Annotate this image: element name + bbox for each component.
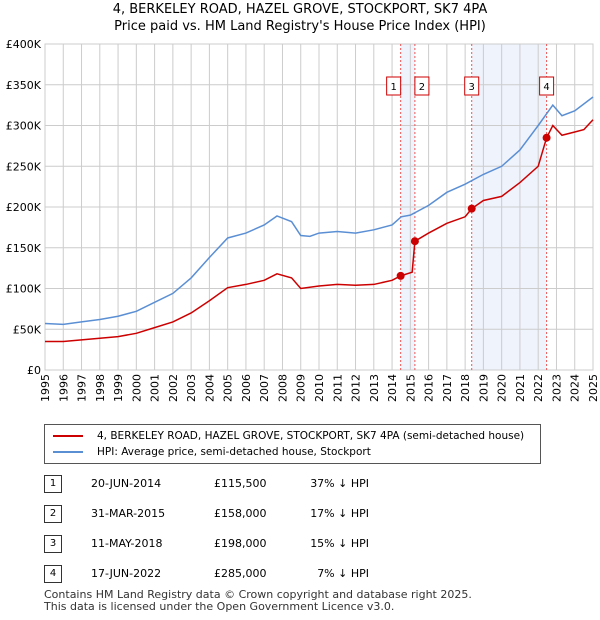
footer-line: Contains HM Land Registry data © Crown c… [44,588,472,601]
x-tick-label: 2008 [276,374,289,402]
x-tick-label: 2015 [404,374,417,402]
sale-price: £198,000 [214,537,267,550]
sale-label-box [539,76,555,96]
sale-label-box [464,76,480,96]
sale-point [467,204,476,213]
sale-price: £158,000 [214,507,267,520]
sale-hpi-diff: 7% ↓ HPI [317,567,369,580]
y-tick-label: £150K [6,242,42,255]
x-tick-label: 1995 [39,374,52,402]
y-tick-label: £50K [13,323,42,336]
x-tick-label: 2023 [550,374,563,402]
x-tick-label: 1997 [76,374,89,402]
sale-price: £285,000 [214,567,267,580]
sale-row: 2 31-MAR-2015 £158,000 17% ↓ HPI [44,505,584,523]
sale-hpi-diff: 37% ↓ HPI [310,477,369,490]
y-tick-label: £0 [27,364,41,377]
x-tick-label: 2024 [569,374,582,402]
chart-title: 4, BERKELEY ROAD, HAZEL GROVE, STOCKPORT… [112,2,488,17]
sale-label: 3 [469,82,475,93]
y-tick-label: £100K [6,283,42,296]
sale-label: 4 [543,82,549,93]
legend-item-property: 4, BERKELEY ROAD, HAZEL GROVE, STOCKPORT… [53,430,524,442]
sale-row: 4 17-JUN-2022 £285,000 7% ↓ HPI [44,565,584,583]
x-tick-label: 2002 [167,374,180,402]
sale-point [396,271,405,280]
plot-border [44,43,594,371]
x-tick-label: 2000 [130,374,143,402]
sale-label: 2 [419,82,425,93]
x-tick-label: 2005 [222,374,235,402]
x-tick-label: 2013 [368,374,381,402]
x-tick-label: 2010 [313,374,326,402]
y-tick-label: £350K [6,79,42,92]
sale-label: 1 [390,82,396,93]
chart-svg: £0 £50K £100K £150K £200K £250K £300K £350K £400… [6,38,600,402]
x-tick-label: 1999 [112,374,125,402]
x-tick-label: 2004 [203,374,216,402]
x-tick-label: 2009 [295,374,308,402]
y-tick-label: £300K [6,120,42,133]
x-tick-label: 2020 [496,374,509,402]
footer-line: This data is licensed under the Open Gov… [44,600,395,613]
x-tick-label: 2025 [587,374,600,402]
x-tick-label: 2017 [441,374,454,402]
x-tick-label: 2018 [459,374,472,402]
x-tick-label: 1998 [94,374,107,402]
legend: 4, BERKELEY ROAD, HAZEL GROVE, STOCKPORT… [44,424,541,464]
x-tick-label: 2006 [240,374,253,402]
x-tick-label: 2016 [423,374,436,402]
sale-hpi-diff: 17% ↓ HPI [310,507,369,520]
legend-item-hpi: HPI: Average price, semi-detached house,… [53,446,371,458]
legend-label: HPI: Average price, semi-detached house,… [97,446,371,458]
sale-label-box [386,76,402,96]
y-tick-label: £200K [6,201,42,214]
sale-date: 31-MAR-2015 [91,507,166,520]
series-line-property [45,119,594,343]
legend-label: 4, BERKELEY ROAD, HAZEL GROVE, STOCKPORT… [97,430,525,442]
sale-number: 4 [44,565,62,583]
sale-number: 1 [44,475,62,493]
sale-hpi-diff: 15% ↓ HPI [310,537,369,550]
x-tick-label: 2011 [331,374,344,402]
x-tick-label: 2003 [185,374,198,402]
series-line-hpi [44,96,594,326]
chart-subtitle: Price paid vs. HM Land Registry's House … [114,19,486,34]
x-tick-label: 2022 [532,374,545,402]
x-tick-label: 2012 [350,374,363,402]
sale-label-box [414,76,430,96]
x-tick-label: 2007 [258,374,271,402]
footer: Contains HM Land Registry data © Crown c… [44,589,472,613]
sale-date: 11-MAY-2018 [91,537,163,550]
y-tick-label: £250K [6,160,42,173]
sale-point [410,237,419,246]
sale-row: 1 20-JUN-2014 £115,500 37% ↓ HPI [44,475,584,493]
sale-price: £115,500 [214,477,267,490]
sale-date: 17-JUN-2022 [91,567,162,580]
sale-number: 3 [44,535,62,553]
sale-row: 3 11-MAY-2018 £198,000 15% ↓ HPI [44,535,584,553]
sale-point [542,133,551,142]
x-tick-label: 2001 [149,374,162,402]
x-tick-label: 1996 [57,374,70,402]
y-tick-label: £400K [6,38,42,51]
x-tick-label: 2021 [514,374,527,402]
x-tick-label: 2019 [477,374,490,402]
x-tick-label: 2014 [386,374,399,402]
sale-date: 20-JUN-2014 [91,477,162,490]
sale-number: 2 [44,505,62,523]
